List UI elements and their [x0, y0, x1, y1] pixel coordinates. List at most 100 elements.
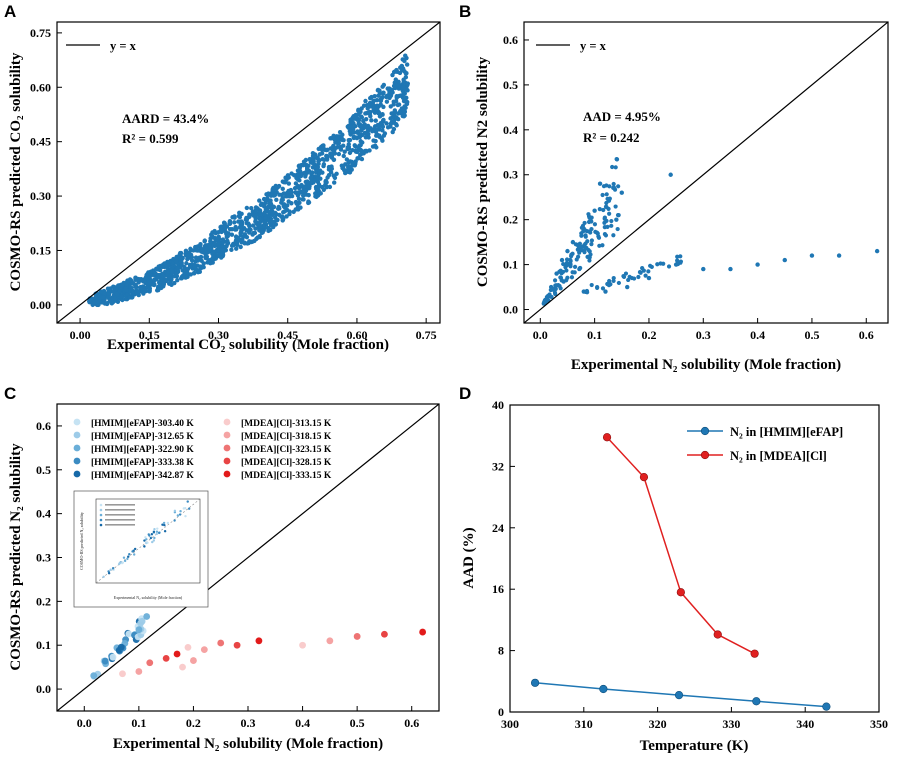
data-point	[610, 164, 615, 170]
inset-point	[111, 567, 115, 570]
data-point	[257, 198, 262, 203]
data-point	[238, 244, 243, 250]
data-point	[145, 271, 150, 277]
data-point	[291, 173, 297, 178]
data-point	[185, 274, 190, 280]
data-point	[607, 184, 612, 189]
data-point	[225, 233, 231, 239]
panel-b-frame	[523, 21, 889, 324]
panel-letter-c: C	[4, 384, 16, 403]
data-point	[584, 288, 590, 294]
data-point	[294, 190, 299, 196]
data-point	[589, 238, 595, 243]
data-point	[127, 295, 132, 300]
data-point-mdea	[179, 663, 186, 671]
data-point	[223, 247, 229, 253]
data-point	[368, 114, 373, 119]
data-point	[173, 259, 179, 264]
x-tick-label: 0.45	[277, 328, 298, 342]
data-point	[100, 295, 106, 300]
data-point	[546, 293, 551, 298]
y-tick-label: 0.1	[503, 258, 518, 272]
panel-b: 0.0 0.1 0.2 0.3 0.4 0.5 0.6 0.0 0.1 0.2 0.3 0.4 0.5 0…	[475, 21, 889, 373]
data-point	[184, 261, 189, 266]
data-point	[275, 206, 281, 211]
data-point	[169, 282, 174, 288]
data-point	[252, 238, 257, 244]
data-point	[313, 191, 318, 196]
data-point	[557, 283, 562, 289]
data-point	[658, 261, 663, 266]
data-point	[208, 239, 213, 244]
data-point	[264, 192, 269, 197]
panel-letter-a: A	[4, 2, 16, 21]
inset-point	[186, 500, 189, 503]
data-point	[257, 210, 263, 215]
data-point	[374, 97, 380, 103]
data-point	[239, 230, 244, 235]
data-point-mdea	[162, 654, 170, 662]
data-point	[380, 124, 386, 129]
inset-point	[107, 571, 111, 575]
data-point	[354, 135, 360, 141]
data-point	[178, 250, 183, 256]
x-tick-label: 0.5	[804, 328, 819, 342]
legend-label: [HMIM][eFAP]-342.87 K	[91, 471, 194, 481]
inset-point	[102, 575, 105, 578]
data-point	[339, 163, 345, 168]
x-tick-label: 350	[870, 717, 888, 731]
data-point-mdea	[217, 639, 225, 647]
data-point	[557, 269, 562, 274]
y-tick-label: 0.75	[30, 26, 51, 40]
legend-label-hmim: N₂ in [HMIM][eFAP]	[730, 425, 843, 439]
data-point	[356, 117, 362, 123]
data-point	[185, 268, 190, 273]
data-point	[604, 204, 609, 210]
inset-point	[109, 568, 112, 571]
data-point	[643, 273, 648, 278]
data-point-hmim	[101, 657, 109, 665]
data-point	[138, 284, 144, 290]
data-point	[192, 262, 197, 268]
panel-a: 0.00 0.15 0.30 0.45 0.60 0.75 0.00 0.15 0.30 0.45…	[8, 21, 441, 353]
inset-point	[153, 536, 156, 540]
panel-c-ylabel: COSMO-RS predicted N₂ solubility	[8, 443, 24, 671]
data-point	[602, 220, 607, 225]
data-point	[552, 278, 558, 283]
data-point	[349, 125, 354, 130]
data-point	[560, 269, 566, 275]
data-point	[564, 257, 570, 262]
inset-point	[126, 557, 129, 561]
data-point	[392, 108, 398, 113]
data-point	[248, 227, 253, 232]
inset-legend-text-stub	[105, 519, 135, 521]
data-point	[261, 202, 267, 208]
x-tick-label: 310	[575, 717, 593, 731]
data-point-mdea	[255, 637, 263, 645]
data-point	[191, 270, 197, 276]
inset-point	[151, 540, 154, 544]
data-point-hmim	[90, 672, 98, 680]
data-point	[586, 212, 591, 217]
data-point	[170, 269, 175, 275]
data-point	[124, 292, 130, 297]
data-point	[372, 143, 378, 148]
panel-b-legend-label: y = x	[580, 39, 607, 53]
x-tick-label: 0.6	[859, 328, 874, 342]
inset-point	[176, 514, 180, 517]
data-point	[206, 258, 211, 263]
panel-b-ylabel: COSMO-RS predicted N2 solubility	[475, 56, 491, 287]
data-point	[369, 94, 374, 100]
data-point-hmim	[109, 653, 117, 661]
panel-d-ticks: 300 310 320 330 340 350 0 8 16 24 32 40	[492, 398, 888, 731]
data-point	[579, 244, 585, 250]
data-point	[181, 274, 186, 280]
data-point	[262, 220, 268, 225]
data-point	[281, 203, 286, 209]
data-point	[300, 193, 306, 198]
data-point	[353, 159, 358, 164]
data-point	[701, 266, 706, 272]
data-point	[164, 264, 169, 269]
data-point	[587, 255, 592, 260]
data-point	[564, 268, 569, 273]
